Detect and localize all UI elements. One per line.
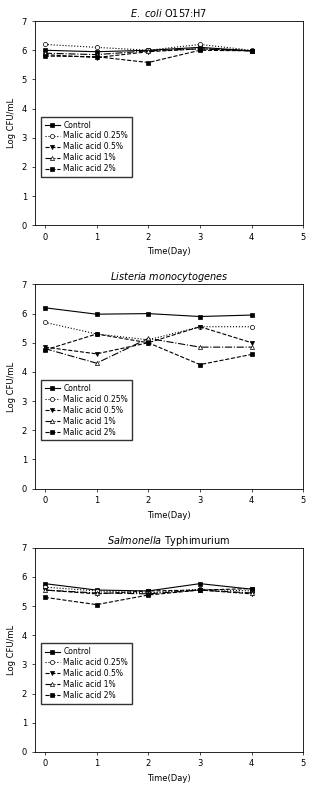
Legend: Control, Malic acid 0.25%, Malic acid 0.5%, Malic acid 1%, Malic acid 2%: Control, Malic acid 0.25%, Malic acid 0.… (41, 117, 132, 177)
Title: $\it{Listeria\ monocytogenes}$: $\it{Listeria\ monocytogenes}$ (110, 270, 228, 284)
Legend: Control, Malic acid 0.25%, Malic acid 0.5%, Malic acid 1%, Malic acid 2%: Control, Malic acid 0.25%, Malic acid 0.… (41, 643, 132, 704)
Y-axis label: Log CFU/mL: Log CFU/mL (7, 625, 16, 675)
Title: $\it{Salmonella}$ Typhimurium: $\it{Salmonella}$ Typhimurium (107, 533, 230, 547)
Title: $\it{E.\ coli}$ O157:H7: $\it{E.\ coli}$ O157:H7 (131, 7, 208, 19)
Y-axis label: Log CFU/mL: Log CFU/mL (7, 361, 16, 412)
X-axis label: Time(Day): Time(Day) (147, 510, 191, 520)
X-axis label: Time(Day): Time(Day) (147, 247, 191, 257)
Legend: Control, Malic acid 0.25%, Malic acid 0.5%, Malic acid 1%, Malic acid 2%: Control, Malic acid 0.25%, Malic acid 0.… (41, 380, 132, 440)
Y-axis label: Log CFU/mL: Log CFU/mL (7, 98, 16, 149)
X-axis label: Time(Day): Time(Day) (147, 774, 191, 783)
